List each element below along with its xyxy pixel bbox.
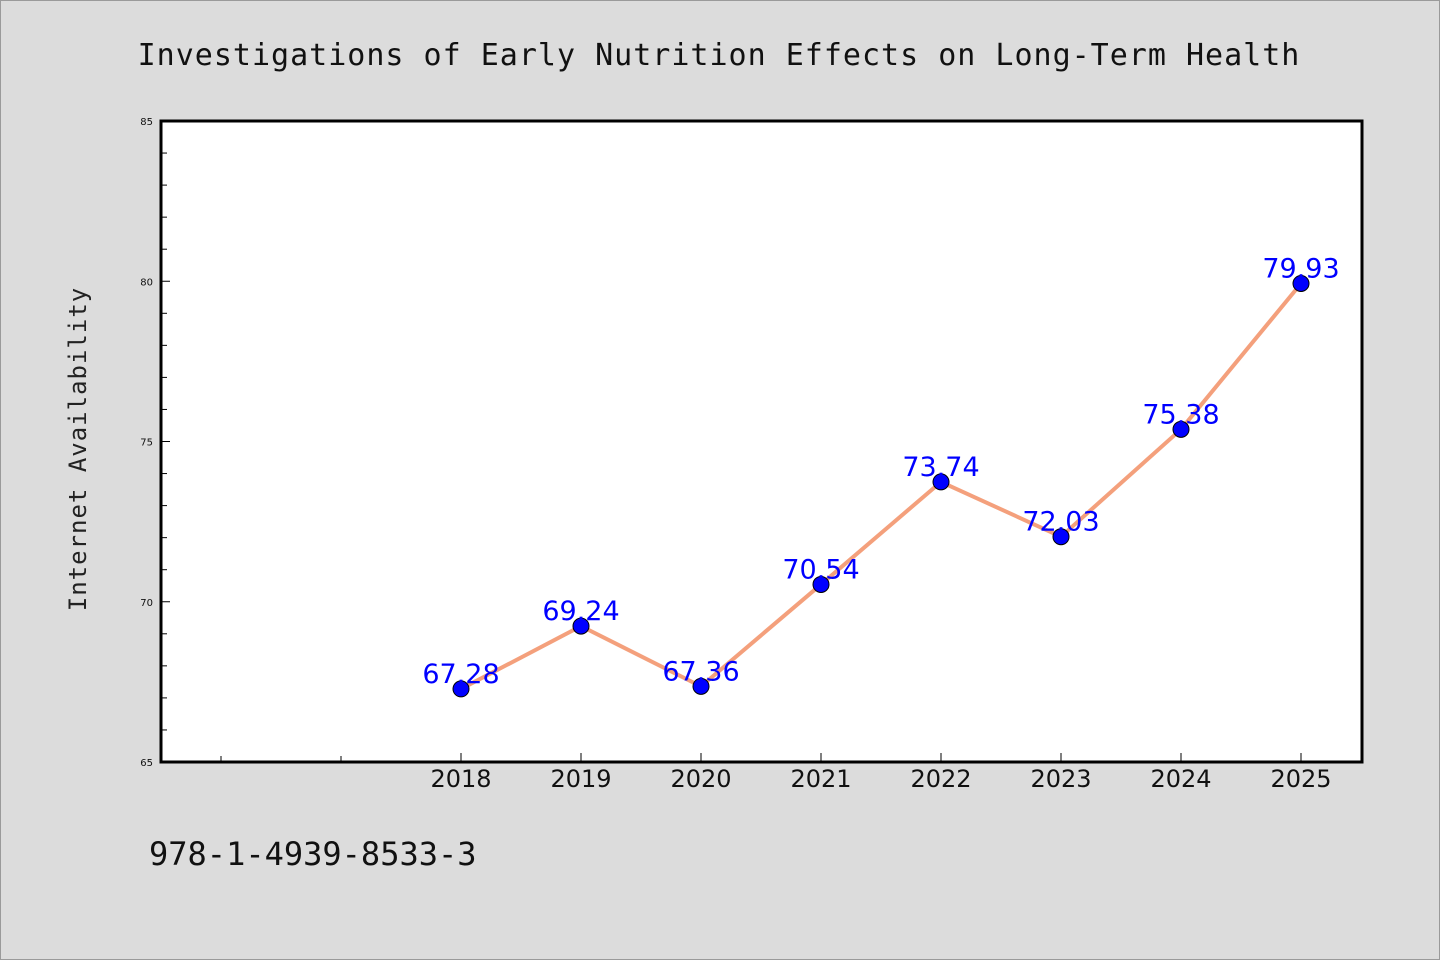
x-tick-label: 2022 (910, 765, 971, 793)
data-label: 69.24 (542, 596, 619, 627)
data-point (812, 575, 830, 593)
data-label: 75.38 (1142, 399, 1219, 430)
series-line (460, 282, 1303, 691)
data-label: 70.54 (782, 554, 859, 585)
x-tick-labels: 2018 2019 2020 2021 2022 2023 2024 2025 (430, 765, 1331, 793)
data-point (1172, 420, 1190, 438)
data-point (452, 680, 470, 698)
data-point (1292, 274, 1310, 292)
data-labels: 67.28 69.24 67.36 70.54 73.74 72.03 75.38 79.93 (422, 253, 1339, 689)
y-tick-label: 70 (140, 598, 153, 609)
x-tick-label: 2023 (1030, 765, 1091, 793)
x-tick-label: 2025 (1270, 765, 1331, 793)
data-point (692, 677, 710, 695)
y-tick-label: 80 (140, 277, 153, 288)
y-tick-labels: 65 70 75 80 85 (140, 117, 153, 769)
y-tick-label: 85 (140, 117, 153, 128)
data-label: 67.36 (662, 656, 739, 687)
data-label: 72.03 (1022, 507, 1099, 538)
chart-title: Investigations of Early Nutrition Effect… (138, 38, 1301, 73)
x-tick-label: 2020 (670, 765, 731, 793)
y-tick-label: 75 (140, 438, 153, 449)
x-tick-label: 2018 (430, 765, 491, 793)
series-group (452, 274, 1310, 698)
data-point (572, 617, 590, 635)
tick-marks (161, 120, 1302, 763)
plot-area (159, 119, 1364, 764)
isbn-footer: 978-1-4939-8533-3 (149, 835, 477, 873)
data-label: 67.28 (422, 659, 499, 690)
data-point (932, 473, 950, 491)
data-label: 79.93 (1262, 253, 1339, 284)
x-tick-label: 2024 (1150, 765, 1211, 793)
data-label: 73.74 (902, 452, 979, 483)
y-axis-label: Internet Availability (64, 287, 92, 611)
x-tick-label: 2021 (790, 765, 851, 793)
data-point (1052, 528, 1070, 546)
x-tick-label: 2019 (550, 765, 611, 793)
y-tick-label: 65 (140, 758, 153, 769)
